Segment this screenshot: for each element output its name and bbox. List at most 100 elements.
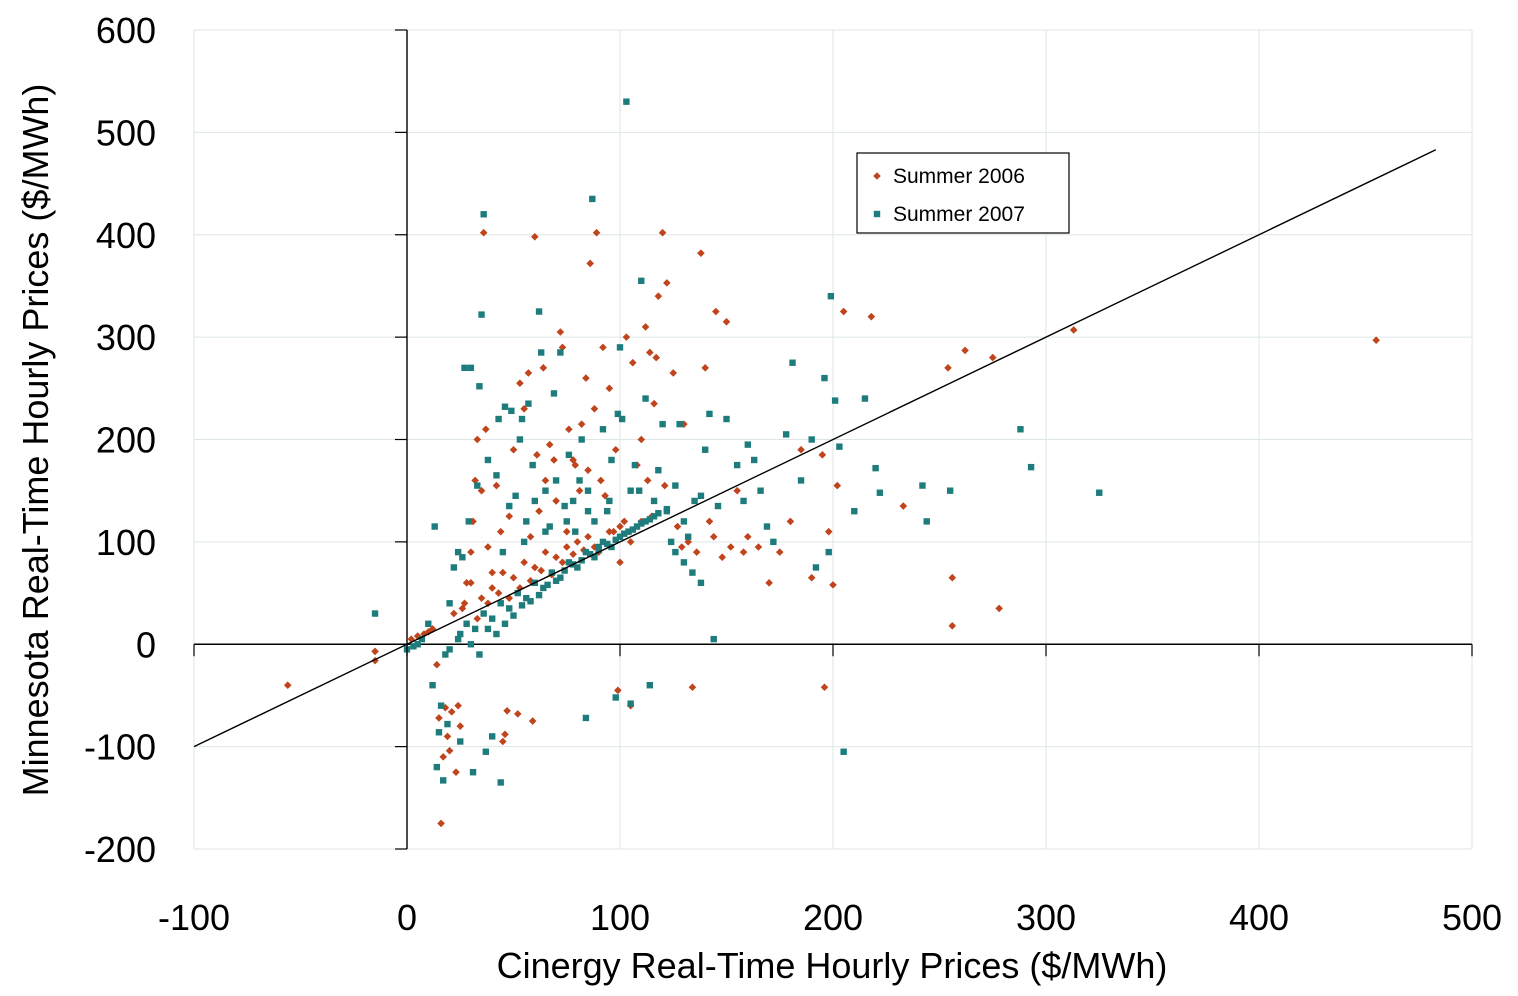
- data-point: [620, 517, 629, 526]
- data-point: [851, 507, 858, 515]
- data-point: [641, 323, 650, 331]
- data-point: [484, 625, 492, 633]
- data-point: [513, 710, 522, 718]
- data-point: [473, 614, 482, 623]
- data-point: [548, 569, 556, 576]
- data-point: [508, 407, 515, 415]
- data-point: [825, 548, 832, 556]
- y-tick-label: 300: [96, 317, 156, 358]
- data-point: [638, 277, 645, 285]
- data-point: [786, 517, 795, 526]
- data-point: [627, 700, 634, 707]
- data-point: [478, 311, 485, 318]
- data-point: [445, 746, 454, 755]
- data-point: [672, 482, 679, 489]
- data-point: [614, 410, 622, 418]
- data-point: [558, 558, 567, 567]
- data-point: [531, 232, 539, 241]
- data-point: [516, 584, 524, 592]
- data-point: [450, 609, 458, 618]
- data-point: [501, 403, 509, 410]
- data-point: [456, 722, 465, 730]
- data-point: [550, 390, 558, 397]
- data-point: [770, 538, 777, 546]
- data-point: [565, 559, 573, 566]
- data-point: [680, 518, 688, 525]
- data-point: [663, 279, 671, 287]
- x-axis-title: Cinergy Real-Time Hourly Prices ($/MWh): [497, 945, 1168, 986]
- data-point: [461, 364, 468, 372]
- data-point: [948, 573, 957, 582]
- data-point: [489, 733, 496, 740]
- data-point: [601, 492, 609, 500]
- data-point: [612, 694, 619, 701]
- data-point: [605, 384, 614, 393]
- data-point: [733, 461, 741, 469]
- data-point: [812, 564, 820, 571]
- data-point: [482, 748, 490, 755]
- data-point: [467, 548, 475, 556]
- data-point: [443, 732, 452, 741]
- data-point: [714, 502, 722, 510]
- data-point: [833, 481, 842, 490]
- data-point: [499, 548, 507, 556]
- data-point: [650, 513, 658, 520]
- data-point: [565, 451, 573, 459]
- data-point: [642, 518, 649, 525]
- data-point: [578, 436, 585, 443]
- data-point: [476, 383, 483, 390]
- data-point: [454, 701, 462, 710]
- data-point: [489, 615, 496, 622]
- data-point: [509, 573, 518, 582]
- data-point: [627, 487, 634, 494]
- ticks-layer: -100 0 100 200 300 400 500 600 500 400 300 200 100 0 -…: [84, 10, 1502, 938]
- data-point: [763, 523, 771, 530]
- x-tick-label: 200: [803, 897, 863, 938]
- data-point: [528, 717, 537, 725]
- data-point: [582, 548, 590, 556]
- data-point: [457, 630, 464, 638]
- data-point: [635, 487, 643, 494]
- data-point: [545, 440, 554, 449]
- data-point: [718, 553, 727, 562]
- data-point: [797, 445, 805, 454]
- data-point: [437, 702, 445, 709]
- x-tick-label: 300: [1016, 897, 1076, 938]
- y-tick-label: 500: [96, 112, 156, 153]
- data-point: [571, 461, 580, 469]
- data-point: [629, 526, 636, 533]
- data-point: [655, 467, 662, 474]
- data-point: [705, 517, 714, 526]
- data-point: [831, 397, 839, 404]
- data-point: [623, 98, 630, 105]
- data-point: [628, 358, 637, 367]
- data-point: [476, 651, 483, 658]
- data-point: [684, 538, 692, 546]
- data-point: [638, 520, 645, 527]
- data-point: [672, 548, 679, 556]
- data-point: [611, 445, 620, 454]
- data-point: [631, 461, 639, 469]
- legend-label: Summer 2006: [893, 165, 1025, 188]
- data-point: [658, 228, 667, 237]
- data-point: [650, 497, 658, 505]
- data-point: [739, 548, 748, 556]
- data-point: [524, 369, 533, 377]
- data-point: [660, 481, 669, 490]
- data-point: [621, 530, 628, 537]
- data-point: [740, 497, 747, 505]
- data-point: [706, 410, 713, 418]
- data-point: [899, 502, 908, 510]
- data-point: [599, 343, 607, 352]
- data-point: [499, 568, 507, 577]
- data-point: [518, 602, 526, 609]
- data-point: [691, 497, 698, 505]
- data-point: [459, 554, 466, 561]
- data-point: [503, 706, 511, 715]
- data-point: [642, 395, 649, 402]
- data-point: [575, 486, 584, 495]
- data-point: [582, 714, 590, 722]
- data-point: [442, 651, 449, 658]
- data-point: [541, 548, 550, 556]
